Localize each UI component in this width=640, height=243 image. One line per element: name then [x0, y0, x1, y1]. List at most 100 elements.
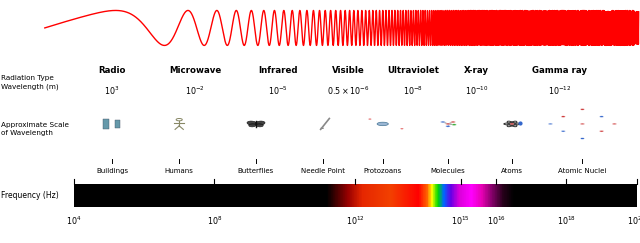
Bar [608, 184, 609, 207]
Bar [424, 184, 425, 207]
Bar [532, 184, 533, 207]
Circle shape [445, 123, 451, 125]
Bar [489, 184, 490, 207]
Bar [356, 184, 357, 207]
Bar [377, 184, 378, 207]
Bar [190, 184, 191, 207]
Bar [615, 184, 616, 207]
Bar [576, 184, 577, 207]
Bar [350, 184, 351, 207]
Bar [210, 184, 211, 207]
Text: $10^{15}$: $10^{15}$ [451, 214, 470, 227]
Bar [432, 184, 433, 207]
Bar [456, 184, 458, 207]
Bar [606, 184, 607, 207]
Bar [111, 184, 113, 207]
Circle shape [580, 138, 584, 139]
Bar [428, 184, 429, 207]
Bar [145, 184, 146, 207]
Bar [166, 184, 167, 207]
Bar [486, 184, 487, 207]
Bar [110, 184, 111, 207]
Bar [630, 184, 631, 207]
Bar [593, 184, 594, 207]
Bar [186, 184, 187, 207]
Bar [551, 184, 552, 207]
Bar [556, 184, 557, 207]
Bar [395, 184, 396, 207]
Bar [142, 184, 143, 207]
Bar [371, 184, 372, 207]
Bar [197, 184, 198, 207]
Bar [536, 184, 537, 207]
Bar [87, 184, 88, 207]
Bar [469, 184, 470, 207]
Bar [488, 184, 489, 207]
Bar [437, 184, 438, 207]
Bar [136, 184, 137, 207]
Bar [352, 184, 353, 207]
Bar [572, 184, 573, 207]
Bar [595, 184, 596, 207]
Bar [467, 184, 468, 207]
Bar [429, 184, 430, 207]
Bar [249, 184, 250, 207]
Bar [150, 184, 151, 207]
Bar [483, 184, 484, 207]
Bar [632, 184, 634, 207]
Bar [476, 184, 477, 207]
Bar [404, 184, 405, 207]
Bar [479, 184, 480, 207]
Bar [417, 184, 418, 207]
Bar [383, 184, 384, 207]
Circle shape [451, 121, 456, 123]
Bar [385, 184, 386, 207]
Bar [592, 184, 593, 207]
Bar [387, 184, 388, 207]
Bar [401, 184, 402, 207]
Circle shape [510, 123, 514, 125]
Bar [567, 184, 568, 207]
Text: Atoms: Atoms [501, 168, 523, 174]
Bar [380, 184, 381, 207]
Bar [332, 184, 333, 207]
Bar [439, 184, 440, 207]
Bar [634, 184, 635, 207]
Bar [598, 184, 599, 207]
Bar [76, 184, 77, 207]
Bar [300, 184, 301, 207]
Bar [118, 184, 119, 207]
Bar [399, 184, 400, 207]
Text: $10^{-2}$: $10^{-2}$ [185, 85, 205, 97]
Bar [575, 184, 576, 207]
Bar [564, 184, 565, 207]
Bar [199, 184, 200, 207]
Bar [449, 184, 451, 207]
Bar [444, 184, 445, 207]
Bar [438, 184, 439, 207]
Bar [343, 184, 344, 207]
Bar [523, 184, 524, 207]
Bar [293, 184, 294, 207]
Bar [107, 184, 108, 207]
Bar [508, 184, 509, 207]
Text: $10^{20}$: $10^{20}$ [627, 214, 640, 227]
Bar [78, 184, 79, 207]
Bar [124, 184, 125, 207]
Bar [74, 184, 75, 207]
Circle shape [452, 124, 456, 126]
Bar [115, 120, 120, 128]
Bar [625, 184, 626, 207]
Bar [459, 184, 460, 207]
Bar [415, 184, 416, 207]
Bar [546, 184, 547, 207]
Bar [307, 184, 308, 207]
Bar [621, 184, 622, 207]
Bar [243, 184, 244, 207]
Bar [491, 184, 492, 207]
Bar [430, 184, 431, 207]
Bar [461, 184, 462, 207]
Bar [311, 184, 312, 207]
Text: Butterflies: Butterflies [238, 168, 274, 174]
Bar [400, 184, 401, 207]
